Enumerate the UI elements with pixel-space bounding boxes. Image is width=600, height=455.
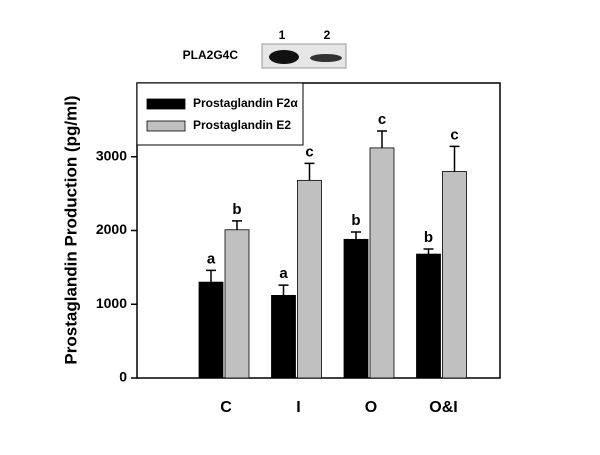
y-tick-label: 2000 <box>96 221 127 237</box>
error-bar <box>304 162 315 181</box>
lane-label: 1 <box>279 28 286 42</box>
inset-label: PLA2G4C <box>183 48 239 62</box>
error-bar <box>206 269 216 283</box>
y-axis-label: Prostaglandin Production (pg/ml) <box>61 95 80 364</box>
significance-letter: a <box>279 265 288 282</box>
legend-label: Prostaglandin F2α <box>193 96 298 110</box>
legend-swatch <box>146 98 186 110</box>
x-tick-label: C <box>220 399 232 416</box>
error-bar <box>377 130 387 148</box>
bar <box>442 171 467 379</box>
bar <box>343 238 369 379</box>
significance-letter: c <box>378 111 386 128</box>
significance-letter: b <box>424 229 433 246</box>
error-bar <box>351 231 361 240</box>
x-tick-label: O&I <box>429 399 457 416</box>
y-tick-label: 0 <box>119 369 127 385</box>
error-bar <box>232 220 242 230</box>
bar <box>271 294 296 379</box>
x-tick-label: I <box>296 399 300 416</box>
bar <box>198 281 224 379</box>
x-tick-label: O <box>365 399 377 416</box>
bar <box>224 229 250 379</box>
significance-letter: c <box>450 126 458 143</box>
y-tick-label: 1000 <box>96 295 127 311</box>
significance-letter: c <box>305 143 313 160</box>
error-bar <box>449 145 460 172</box>
bar <box>297 179 322 379</box>
bar <box>416 253 441 379</box>
y-tick-label: 3000 <box>96 147 127 163</box>
lane-label: 2 <box>324 28 331 42</box>
error-bar <box>423 248 434 255</box>
error-bar <box>278 284 289 296</box>
legend <box>136 82 304 146</box>
bar <box>369 147 395 379</box>
significance-letter: b <box>351 212 360 229</box>
significance-letter: b <box>232 201 241 218</box>
legend-swatch <box>146 120 186 132</box>
legend-label: Prostaglandin E2 <box>193 118 291 132</box>
blot-band <box>310 54 342 62</box>
significance-letter: a <box>207 250 216 267</box>
blot-band <box>269 50 299 64</box>
